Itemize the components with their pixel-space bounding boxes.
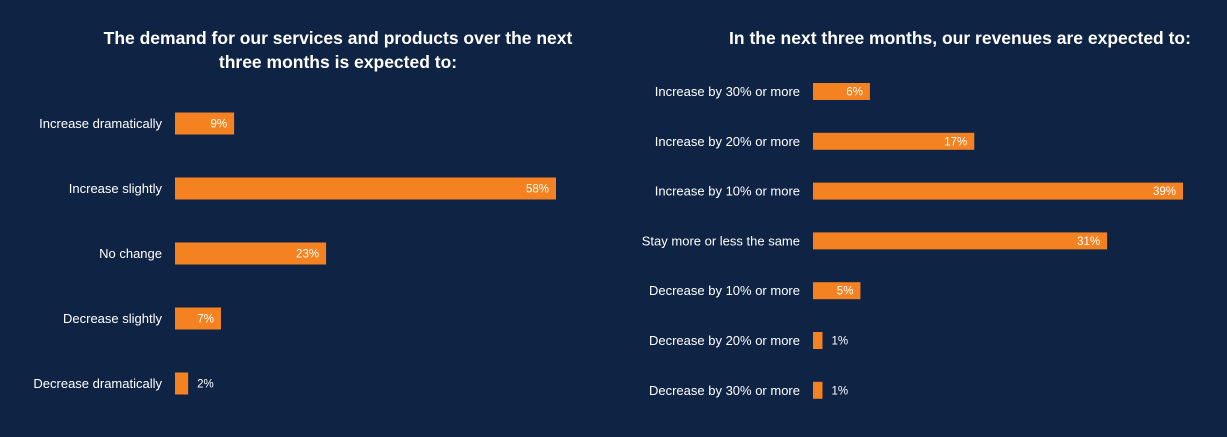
value-label: 31% — [1077, 236, 1100, 248]
bar — [813, 182, 1183, 200]
value-label: 1% — [831, 336, 848, 348]
bar — [813, 381, 823, 399]
revenue-chart: In the next three months, our revenues a… — [615, 0, 1227, 437]
bar — [813, 132, 975, 150]
category-label: Decrease by 10% or more — [649, 283, 800, 298]
value-label: 1% — [831, 385, 848, 397]
bar — [813, 232, 1108, 250]
revenue-chart-title: In the next three months, our revenues a… — [729, 28, 1191, 48]
value-label: 58% — [526, 184, 549, 196]
category-label: Decrease by 30% or more — [649, 383, 800, 398]
demand-chart-plot: Increase dramatically 9% Increase slightly… — [33, 112, 556, 395]
demand-chart: The demand for our services and products… — [0, 0, 600, 437]
value-label: 23% — [296, 249, 319, 261]
bar — [813, 83, 870, 100]
bar — [175, 307, 221, 330]
value-label: 2% — [197, 379, 214, 391]
category-label: Decrease dramatically — [33, 376, 162, 391]
revenue-chart-plot: Increase by 30% or more 6% Increase by 20%… — [642, 83, 1183, 399]
category-label: Increase by 10% or more — [655, 184, 800, 199]
category-label: Increase by 30% or more — [655, 84, 800, 99]
bar — [813, 282, 861, 300]
category-label: Increase by 20% or more — [655, 134, 800, 149]
category-label: No change — [99, 246, 162, 261]
value-label: 5% — [837, 286, 854, 298]
category-label: Stay more or less the same — [642, 233, 800, 248]
bar — [175, 242, 327, 265]
bar — [175, 112, 235, 135]
value-label: 17% — [944, 136, 967, 148]
category-label: Decrease slightly — [63, 311, 162, 326]
category-label: Increase dramatically — [39, 116, 162, 131]
value-label: 7% — [197, 314, 214, 326]
value-label: 6% — [846, 87, 863, 99]
value-label: 39% — [1153, 186, 1176, 198]
category-label: Decrease by 20% or more — [649, 333, 800, 348]
demand-chart-title: The demand for our services and products… — [103, 28, 573, 72]
bar — [175, 177, 556, 200]
bar — [175, 372, 189, 395]
bar — [813, 332, 823, 349]
value-label: 9% — [210, 119, 227, 131]
category-label: Increase slightly — [69, 181, 163, 196]
